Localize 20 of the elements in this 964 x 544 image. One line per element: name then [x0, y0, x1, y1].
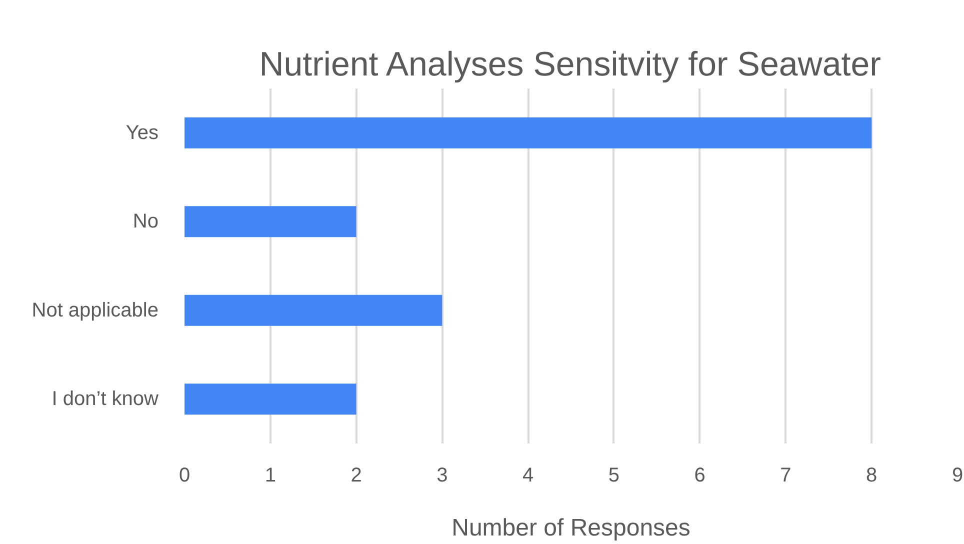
x-tick-label: 1	[264, 464, 276, 486]
bar	[184, 294, 442, 326]
x-tick-label: 7	[780, 464, 792, 486]
y-tick-label: Not applicable	[32, 299, 158, 322]
x-tick-label: 0	[178, 464, 190, 486]
y-tick-label: Yes	[126, 122, 159, 144]
y-tick-label: I don’t know	[52, 388, 160, 410]
x-tick-label: 9	[952, 464, 964, 486]
y-tick-label: No	[132, 210, 159, 233]
x-tick-label: 3	[436, 464, 448, 486]
bar	[184, 117, 872, 148]
x-tick-label: 5	[608, 464, 620, 486]
bar	[184, 384, 356, 415]
x-axis-title: Number of Responses	[452, 514, 690, 542]
chart-title: Nutrient Analyses Sensitvity for Seawater	[259, 46, 881, 84]
x-tick-label: 6	[694, 464, 706, 486]
x-tick-label: 8	[866, 464, 878, 486]
x-tick-label: 2	[350, 464, 362, 486]
x-tick-label: 4	[522, 464, 534, 486]
bar	[184, 206, 356, 238]
